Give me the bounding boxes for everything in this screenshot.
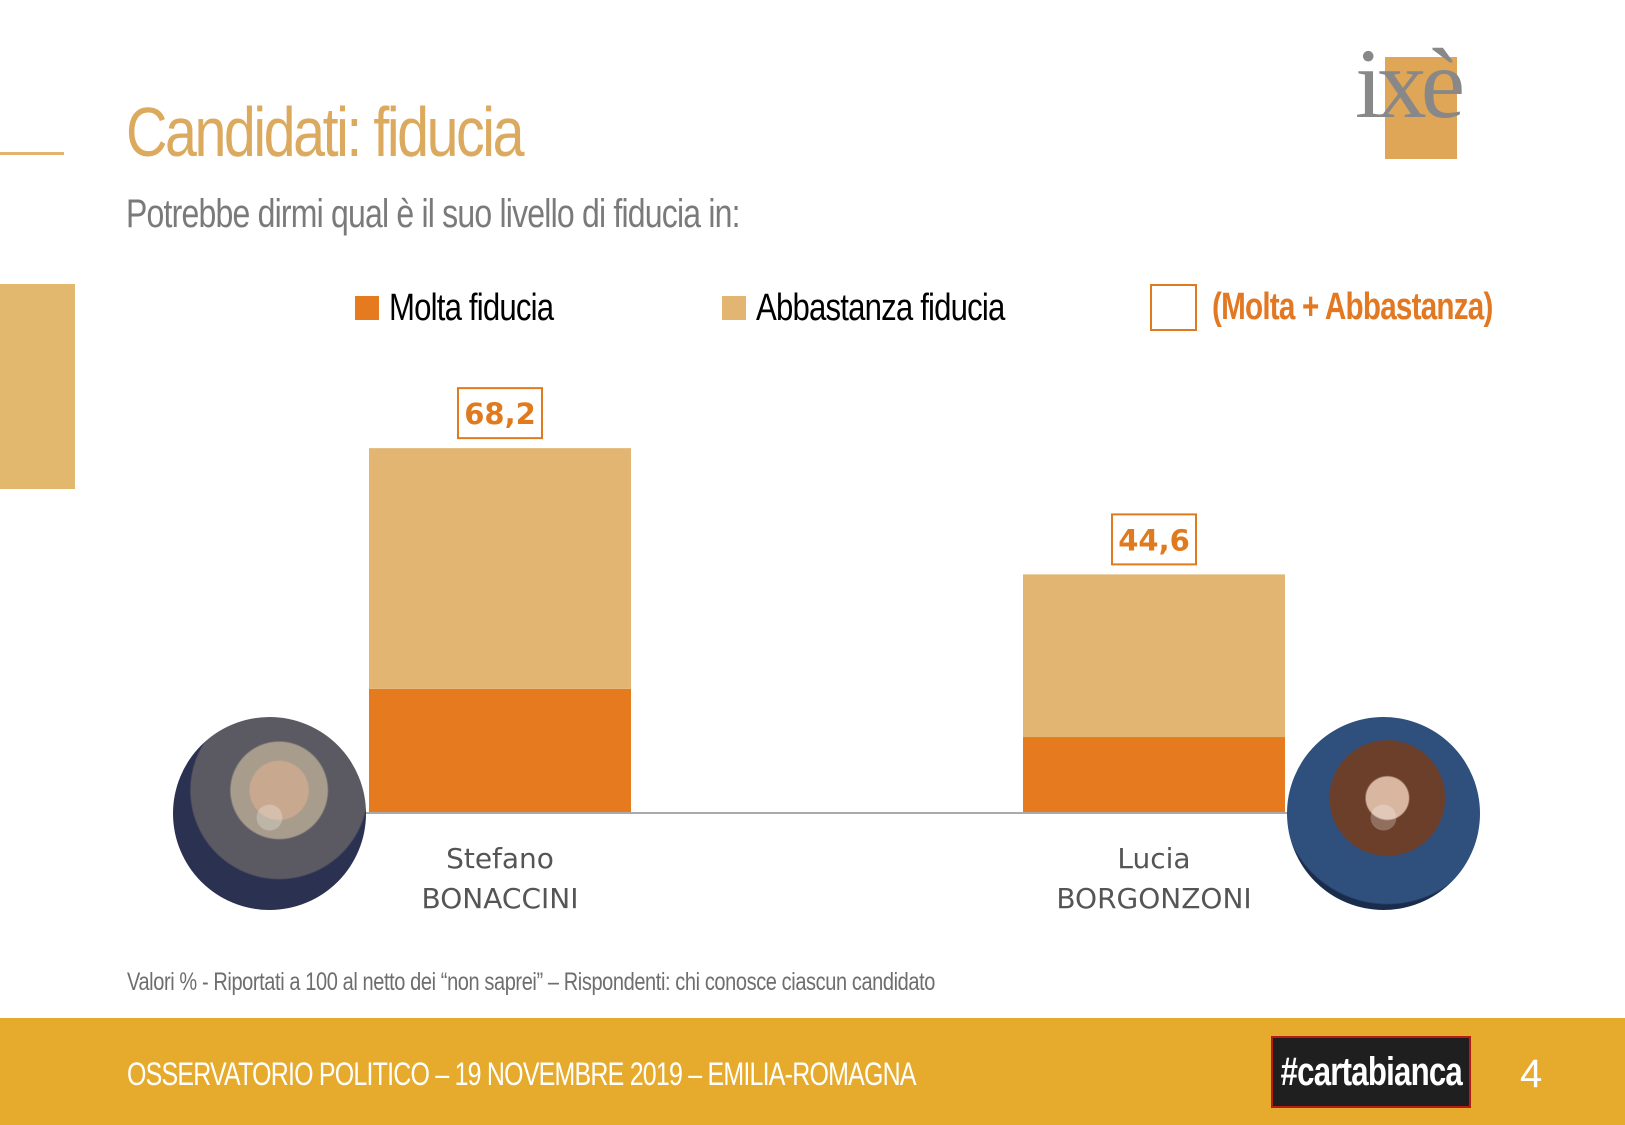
category-label-1-1: BORGONZONI <box>1056 882 1251 915</box>
page-number: 4 <box>1520 1052 1542 1097</box>
bar-segment-abbastanza-0 <box>369 448 631 689</box>
badge-text: #cartabianca <box>1280 1050 1461 1095</box>
person-photo-icon: ● <box>251 779 287 848</box>
person-photo-icon: ● <box>1365 779 1401 848</box>
bar-segment-molta-1 <box>1023 737 1285 813</box>
footer-text: OSSERVATORIO POLITICO – 19 NOVEMBRE 2019… <box>127 1056 916 1093</box>
footer-bar: OSSERVATORIO POLITICO – 19 NOVEMBRE 2019… <box>0 1018 1625 1125</box>
footnote: Valori % - Riportati a 100 al netto dei … <box>127 968 935 997</box>
category-label-1-0: Lucia <box>1117 842 1190 875</box>
candidate-photo-borgonzoni: ● <box>1287 717 1480 910</box>
bar-segment-molta-0 <box>369 689 631 813</box>
total-label-1: 44,6 <box>1118 523 1190 557</box>
total-label-0: 68,2 <box>464 397 536 431</box>
category-label-0-0: Stefano <box>446 842 554 875</box>
cartabianca-badge: #cartabianca <box>1271 1036 1471 1108</box>
bar-segment-abbastanza-1 <box>1023 574 1285 737</box>
category-label-0-1: BONACCINI <box>422 882 579 915</box>
candidate-photo-bonaccini: ● <box>173 717 366 910</box>
